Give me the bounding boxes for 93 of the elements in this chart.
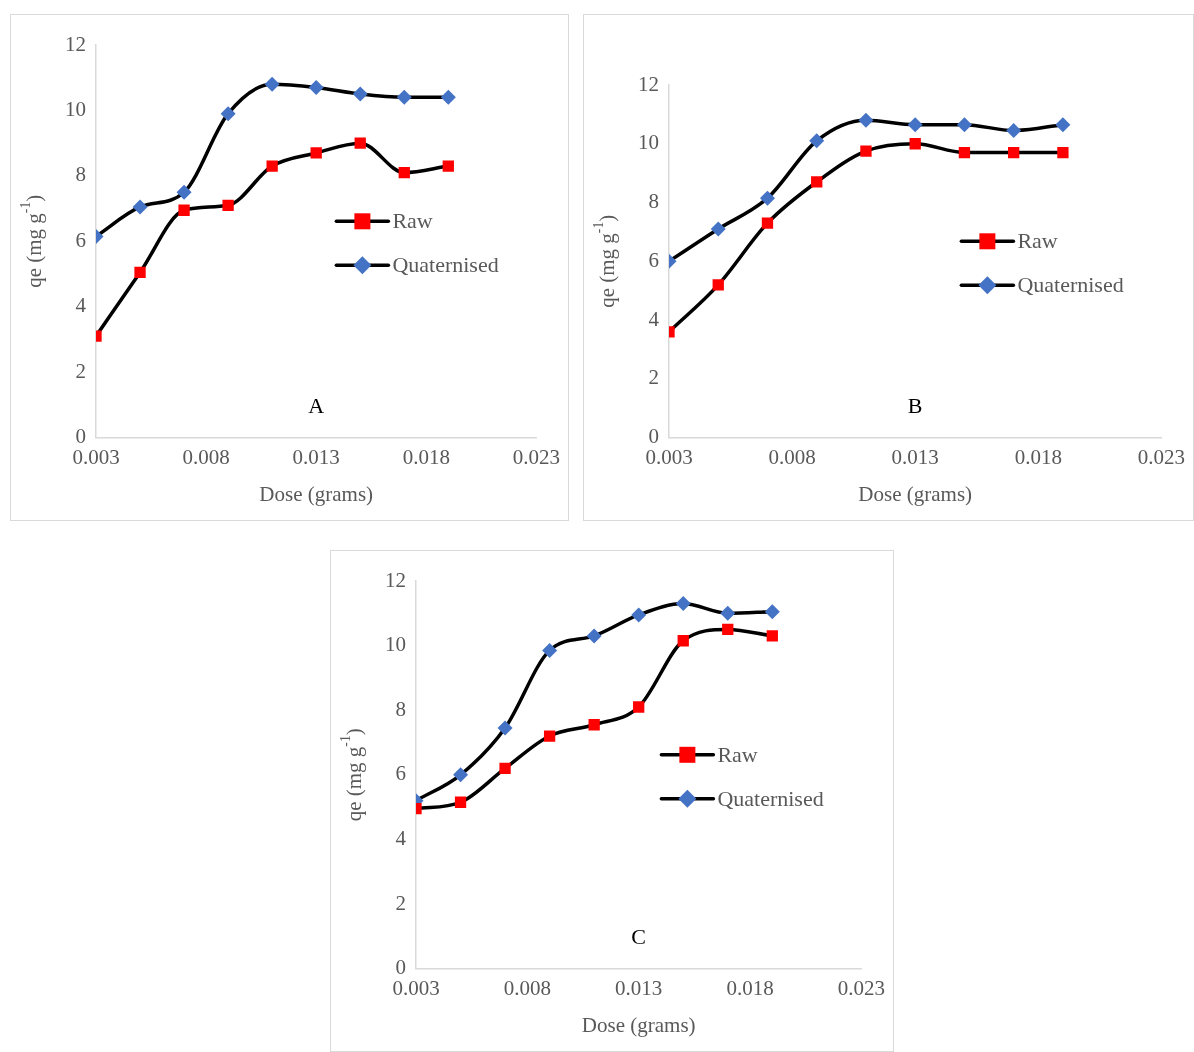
legend-label: Raw	[1017, 228, 1058, 254]
y-tick-label: 12	[638, 71, 659, 96]
point	[710, 221, 726, 237]
point	[811, 176, 823, 188]
x-axis-title: Dose (grams)	[858, 481, 973, 506]
point	[907, 117, 923, 133]
x-tick-label: 0.018	[402, 444, 450, 469]
point	[1006, 123, 1022, 139]
point	[132, 199, 148, 215]
point	[588, 719, 600, 731]
point	[134, 266, 146, 279]
x-tick-label: 0.008	[503, 975, 551, 1000]
point	[958, 146, 971, 159]
point	[909, 138, 921, 150]
point	[352, 86, 368, 102]
point	[759, 190, 775, 206]
legend-label: Quaternised	[1017, 272, 1124, 298]
point	[1057, 146, 1069, 159]
y-tick-label: 8	[75, 162, 86, 187]
y-axis-title: qe (mg g-1)	[591, 214, 619, 308]
y-tick-label: 10	[385, 632, 406, 657]
point	[310, 147, 322, 159]
point	[712, 279, 724, 291]
y-tick-label: 2	[75, 358, 86, 383]
point	[543, 730, 556, 742]
point	[631, 607, 647, 623]
y-axis-title: qe (mg g-1)	[338, 728, 366, 822]
point	[453, 767, 469, 783]
point	[266, 160, 278, 172]
y-tick-label: 8	[395, 696, 406, 721]
point	[178, 204, 190, 216]
y-tick-label: 4	[395, 825, 407, 850]
y-tick-label: 6	[395, 761, 406, 786]
y-tick-label: 6	[648, 247, 659, 272]
point	[809, 133, 825, 149]
point	[858, 112, 874, 128]
point	[1055, 117, 1071, 133]
point	[440, 89, 456, 105]
y-tick-label: 12	[65, 31, 86, 56]
x-tick-label: 0.023	[837, 975, 885, 1000]
point	[354, 137, 366, 149]
x-tick-label: 0.023	[1137, 444, 1185, 469]
y-axis-title: qe (mg g-1)	[18, 194, 46, 288]
point	[398, 166, 410, 179]
point	[497, 720, 513, 736]
y-tick-label: 2	[648, 365, 659, 390]
point	[220, 106, 236, 122]
x-tick-label: 0.008	[768, 444, 816, 469]
y-tick-label: 4	[75, 293, 87, 318]
point	[860, 145, 872, 157]
legend-label: Quaternised	[717, 785, 824, 811]
y-tick-label: 12	[385, 567, 406, 592]
point	[222, 199, 234, 211]
legend-label: Quaternised	[392, 252, 499, 278]
point	[586, 628, 602, 644]
point	[677, 635, 689, 647]
point	[720, 605, 736, 621]
y-tick-label: 6	[75, 227, 86, 252]
x-tick-label: 0.013	[615, 975, 663, 1000]
x-tick-label: 0.018	[1014, 444, 1062, 469]
point	[454, 796, 467, 808]
x-tick-label: 0.023	[512, 444, 560, 469]
x-axis-title: Dose (grams)	[581, 1012, 696, 1037]
point	[761, 217, 774, 229]
y-tick-label: 10	[638, 130, 659, 155]
annotation: C	[631, 924, 647, 950]
annotation: B	[907, 393, 923, 419]
point	[396, 89, 412, 105]
y-tick-label: 8	[648, 189, 659, 214]
point	[956, 117, 972, 133]
point	[499, 762, 511, 774]
point	[264, 76, 280, 92]
point	[633, 701, 645, 713]
point	[308, 80, 324, 96]
point	[675, 596, 691, 612]
y-tick-label: 2	[395, 890, 406, 915]
y-tick-label: 10	[65, 96, 86, 121]
x-tick-label: 0.013	[292, 444, 340, 469]
point	[176, 184, 192, 200]
point	[542, 642, 558, 658]
point	[722, 623, 734, 636]
point	[442, 160, 454, 172]
x-axis-title: Dose (grams)	[259, 481, 374, 506]
x-tick-label: 0.013	[891, 444, 939, 469]
legend-label: Raw	[392, 208, 433, 234]
y-tick-label: 4	[648, 306, 660, 331]
annotation: A	[308, 393, 325, 419]
point	[764, 604, 780, 620]
x-tick-label: 0.018	[726, 975, 774, 1000]
point	[1008, 146, 1020, 159]
legend-label: Raw	[717, 741, 758, 767]
point	[766, 630, 778, 642]
x-tick-label: 0.008	[182, 444, 230, 469]
